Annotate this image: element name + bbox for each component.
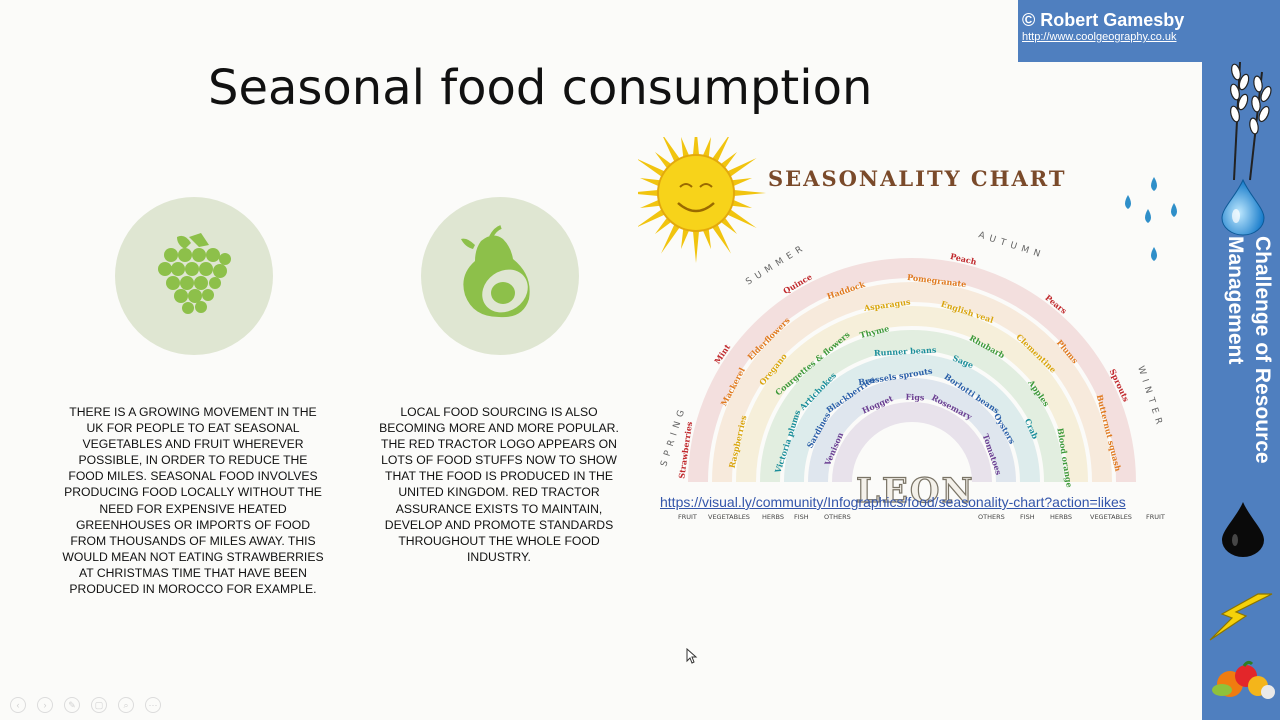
sun-ray (661, 132, 680, 162)
avocado-circle (421, 197, 579, 355)
avocado-icon (461, 225, 530, 318)
food-label: Runner beans (874, 345, 937, 358)
sun-ray (702, 228, 712, 250)
season-autumn: AUTUMN (977, 230, 1046, 261)
prev-icon[interactable]: ‹ (10, 697, 26, 713)
oil-drop-icon (1222, 502, 1264, 557)
slides-icon[interactable]: ▢ (91, 697, 107, 713)
sun-ray (626, 189, 659, 197)
category-label: OTHERS (824, 513, 851, 521)
sun-ray (720, 217, 738, 235)
brand-logo: LEON (856, 471, 975, 511)
sun-ray (702, 136, 712, 158)
fruit-icon (1212, 660, 1275, 699)
pen-icon[interactable]: ✎ (64, 697, 80, 713)
food-label: Figs (905, 392, 925, 403)
chart-source-link[interactable]: https://visual.ly/community/Infographics… (660, 494, 1126, 510)
sun-ray (635, 209, 665, 228)
sun-ray (654, 151, 672, 169)
rainbow-band (760, 330, 1064, 483)
next-icon[interactable]: › (37, 697, 53, 713)
rainbow-band (688, 258, 1136, 483)
sun-ray (712, 132, 731, 162)
more-icon[interactable]: ⋯ (145, 697, 161, 713)
grapes-icon (158, 233, 231, 314)
sun-ray (727, 158, 757, 177)
seasonality-chart-image: SEASONALITY CHART Strawberries Elderflowe… (626, 123, 1186, 527)
wheat-icon (1230, 61, 1272, 181)
water-drop-icon (1221, 178, 1265, 236)
category-label: HERBS (1050, 513, 1072, 521)
grapes-circle (115, 197, 273, 355)
rainbow-band (736, 306, 1088, 483)
sun-ray (692, 230, 700, 263)
category-label: HERBS (762, 513, 784, 521)
sun-ray (639, 199, 661, 209)
zoom-icon[interactable]: ⌕ (118, 697, 134, 713)
lightning-icon (1209, 593, 1273, 641)
copyright-box: © Robert Gamesby http://www.coolgeograph… (1018, 0, 1202, 62)
sun-ray (733, 189, 766, 197)
category-label: FRUIT (678, 513, 697, 521)
copyright-link[interactable]: http://www.coolgeography.co.uk (1022, 31, 1177, 43)
right-text-block: LOCAL FOOD SOURCING IS ALSO BECOMING MOR… (379, 405, 619, 564)
sun-ray (731, 177, 753, 187)
category-label: FISH (794, 513, 809, 521)
mouse-cursor-icon (686, 648, 698, 664)
slide-title: Seasonal food consumption (208, 60, 873, 116)
sun-ray (635, 158, 665, 177)
seasonality-chart-graphic: SEASONALITY CHART StrawberriesElderflowe… (626, 123, 1177, 521)
sun-ray (661, 224, 680, 254)
category-label: VEGETABLES (1090, 513, 1132, 521)
sun-ray (680, 228, 690, 250)
category-label: VEGETABLES (708, 513, 750, 521)
rainbow-band (832, 402, 992, 483)
rainbow-band (808, 378, 1016, 483)
sun-ray (731, 199, 753, 209)
category-label: OTHERS (978, 513, 1005, 521)
sun-ray (712, 224, 731, 254)
rainbow-band (712, 282, 1112, 483)
sun-ray (727, 209, 757, 228)
category-label: FRUIT (1146, 513, 1165, 521)
theme-sidebar: Challenge of Resource Management (1202, 0, 1280, 720)
sun-ray (692, 123, 700, 156)
left-text-block: THERE IS A GROWING MOVEMENT IN THE UK FO… (62, 405, 324, 597)
sun-icon (626, 123, 766, 263)
rain-drops-icon (1125, 177, 1177, 261)
sun-ray (639, 177, 661, 187)
rainbow-band (784, 354, 1040, 483)
presentation-toolbar: ‹ › ✎ ▢ ⌕ ⋯ (10, 697, 161, 713)
sun-ray (720, 151, 738, 169)
copyright-name: © Robert Gamesby (1022, 10, 1185, 30)
category-label: FISH (1020, 513, 1035, 521)
season-winter: WINTER (1135, 365, 1165, 431)
sun-ray (680, 136, 690, 158)
theme-label: Challenge of Resource Management (1224, 236, 1274, 464)
sun-ray (654, 217, 672, 235)
seasonality-heading: SEASONALITY CHART (768, 166, 1067, 191)
